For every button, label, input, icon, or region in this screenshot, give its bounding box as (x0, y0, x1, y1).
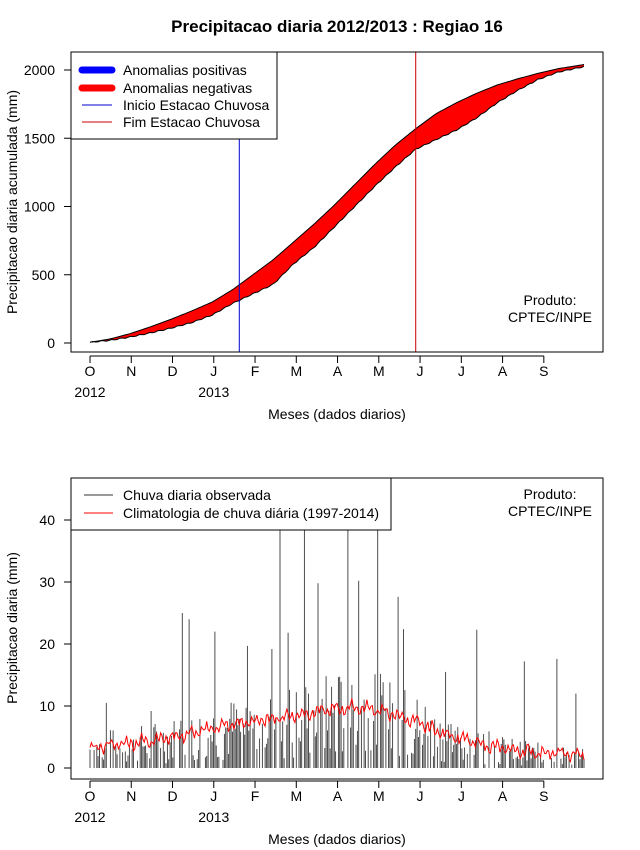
legend-label-positive: Anomalias positivas (123, 62, 247, 78)
negative-anomaly-area (90, 64, 584, 343)
top-x-tick-label: A (333, 363, 343, 379)
bottom-x-tick-label: S (539, 788, 548, 804)
bottom-x-tick-label: J (417, 788, 424, 804)
bottom-x-axis: O N D J F M A M J J A S 2012 2013 (74, 780, 549, 825)
observed-accumulated-line (89, 65, 585, 343)
climatology-line-layer (89, 698, 585, 764)
top-y-axis-label: Precipitacao diaria acumulada (mm) (4, 90, 20, 314)
bottom-credit-line2: CPTEC/INPE (508, 503, 592, 519)
bottom-x-tick-label: M (290, 788, 302, 804)
top-legend: Anomalias positivas Anomalias negativas … (70, 51, 278, 140)
legend-label-negative: Anomalias negativas (123, 80, 252, 96)
top-y-tick-label: 0 (47, 335, 55, 351)
top-x-tick-label: M (373, 363, 385, 379)
climatology-daily-line (89, 698, 585, 764)
bottom-x-tick-label: A (498, 788, 508, 804)
top-y-tick-label: 500 (32, 267, 56, 283)
bottom-y-tick-label: 40 (39, 512, 55, 528)
top-x-tick-label: A (498, 363, 508, 379)
top-y-tick-label: 1500 (24, 130, 55, 146)
bottom-legend: Chuva diaria observada Climatologia de c… (70, 477, 392, 531)
anomaly-fill-layer (90, 64, 584, 343)
legend-label-observed: Chuva diaria observada (123, 487, 271, 503)
bottom-x-axis-label: Meses (dados diarios) (268, 831, 406, 847)
bottom-y-tick-label: 0 (47, 760, 55, 776)
top-credit-line2: CPTEC/INPE (508, 309, 592, 325)
bottom-year-label: 2013 (198, 809, 229, 825)
bottom-credit-line1: Produto: (524, 486, 577, 502)
bottom-y-axis: 0 10 20 30 40 (39, 512, 72, 776)
bottom-y-tick-label: 30 (39, 574, 55, 590)
top-x-axis-label: Meses (dados diarios) (268, 406, 406, 422)
bottom-y-tick-label: 20 (39, 636, 55, 652)
bottom-x-tick-label: J (210, 788, 217, 804)
legend-label-climatology: Climatologia de chuva diária (1997-2014) (123, 505, 379, 521)
bottom-x-tick-label: D (167, 788, 177, 804)
bottom-year-label: 2012 (74, 809, 105, 825)
bottom-y-axis-label: Precipitacao diaria (mm) (4, 552, 20, 704)
climatology-accumulated-line (89, 64, 585, 343)
top-y-tick-label: 1000 (24, 199, 55, 215)
bottom-x-tick-label: F (251, 788, 260, 804)
bottom-x-tick-label: O (85, 788, 96, 804)
top-x-tick-label: F (251, 363, 260, 379)
top-x-tick-label: J (458, 363, 465, 379)
legend-label-season-start: Inicio Estacao Chuvosa (123, 97, 270, 113)
top-x-tick-label: O (85, 363, 96, 379)
top-x-tick-label: N (126, 363, 136, 379)
bottom-x-tick-label: A (333, 788, 343, 804)
top-year-label: 2013 (198, 384, 229, 400)
bottom-x-tick-label: N (126, 788, 136, 804)
top-x-tick-label: J (417, 363, 424, 379)
series-lines-layer (89, 64, 585, 343)
chart-title: Precipitacao diaria 2012/2013 : Regiao 1… (171, 17, 503, 36)
bottom-x-tick-label: J (458, 788, 465, 804)
top-year-label: 2012 (74, 384, 105, 400)
top-x-tick-label: S (539, 363, 548, 379)
legend-label-season-end: Fim Estacao Chuvosa (123, 114, 260, 130)
top-x-tick-label: J (210, 363, 217, 379)
top-credit-line1: Produto: (524, 292, 577, 308)
top-y-tick-label: 2000 (24, 62, 55, 78)
daily-precip-panel: 0 10 20 30 40 O N D J F M A M J J A S 2012 2013 Precipita… (4, 477, 604, 847)
top-x-tick-label: M (290, 363, 302, 379)
top-x-tick-label: D (167, 363, 177, 379)
bottom-y-tick-label: 10 (39, 698, 55, 714)
bottom-x-tick-label: M (373, 788, 385, 804)
bottom-legend-box (70, 477, 392, 531)
top-x-axis: O N D J F M A M J J A S 2012 2013 (74, 355, 549, 400)
daily-rain-bars (89, 520, 585, 768)
top-y-axis: 0 500 1000 1500 2000 (24, 62, 72, 351)
accumulated-precip-panel: 0 500 1000 1500 2000 O N D J F M A M J J A S 2012 2013 Pr… (4, 51, 604, 422)
